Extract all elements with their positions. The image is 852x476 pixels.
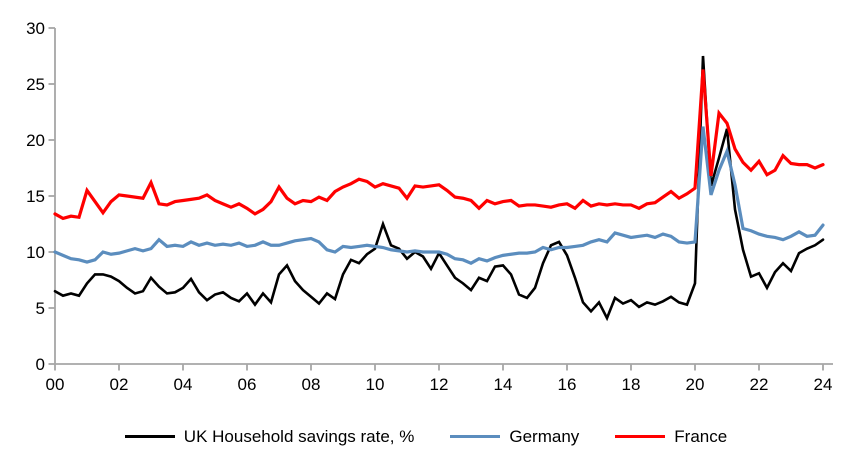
y-tick-label: 20	[26, 131, 45, 150]
y-tick-label: 25	[26, 75, 45, 94]
legend-label-germany: Germany	[509, 427, 580, 446]
x-tick-label: 02	[110, 375, 129, 394]
legend-swatch-france	[615, 435, 666, 438]
legend-item-france: France	[615, 428, 727, 445]
axes: 0 5 10 15 20 25 30 00 02 04 06 08 10 12 14 16 18 20 22 24	[26, 19, 833, 394]
x-tick-label: 00	[46, 375, 65, 394]
x-tick-label: 22	[750, 375, 769, 394]
y-tick-label: 15	[26, 187, 45, 206]
legend-swatch-uk	[124, 435, 175, 438]
legend-item-germany: Germany	[450, 428, 579, 445]
legend-label-france: France	[674, 427, 728, 446]
y-tick-label: 0	[36, 355, 45, 374]
x-tick-label: 08	[302, 375, 321, 394]
y-tick-label: 10	[26, 243, 45, 262]
legend-label-uk: UK Household savings rate, %	[183, 427, 415, 446]
x-tick-label: 06	[238, 375, 257, 394]
legend-swatch-germany	[450, 435, 501, 438]
line-chart-plot: 0 5 10 15 20 25 30 00 02 04 06 08 10 12 14 16 18 20 22 24	[26, 19, 833, 394]
x-tick-label: 10	[366, 375, 385, 394]
series-france	[53, 69, 825, 221]
y-tick-label: 30	[26, 19, 45, 38]
x-tick-label: 04	[174, 375, 193, 394]
legend-item-uk: UK Household savings rate, %	[124, 427, 415, 446]
x-tick-label: 16	[558, 375, 577, 394]
x-tick-label: 14	[494, 375, 513, 394]
x-tick-label: 24	[814, 375, 833, 394]
series-germany	[53, 126, 825, 265]
x-tick-label: 18	[622, 375, 641, 394]
y-tick-label: 5	[36, 299, 45, 318]
series-uk-household-savings-rate	[53, 55, 825, 322]
x-tick-label: 12	[430, 375, 449, 394]
chart-legend: UK Household savings rate, % Germany Fra…	[0, 428, 852, 445]
x-tick-label: 20	[686, 375, 705, 394]
